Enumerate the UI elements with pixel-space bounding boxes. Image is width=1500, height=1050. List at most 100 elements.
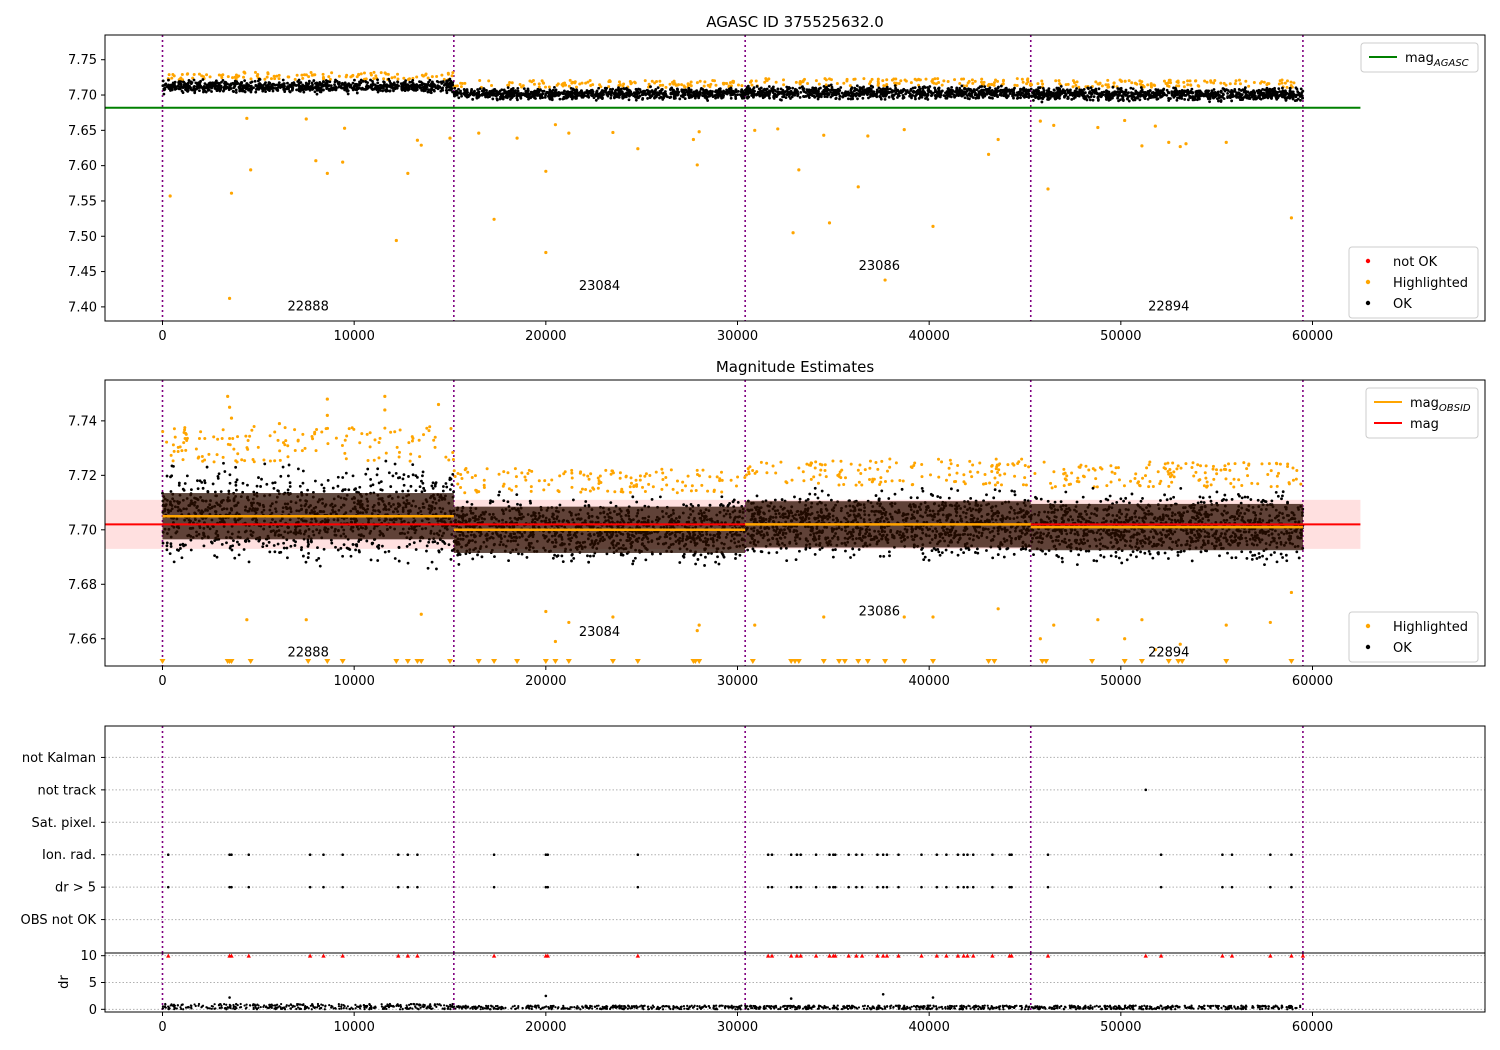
highlighted-point — [183, 426, 187, 430]
highlighted-point — [1163, 462, 1167, 466]
ok-point — [999, 88, 1003, 92]
ok-point — [213, 87, 217, 90]
ok-point — [209, 81, 212, 85]
ok-point — [802, 94, 805, 98]
highlighted-point — [372, 77, 376, 81]
ok-point — [452, 490, 455, 494]
highlighted-point — [1203, 471, 1207, 475]
highlighted-point — [1104, 83, 1108, 87]
ok-point — [1030, 95, 1034, 98]
ok-point — [565, 90, 569, 94]
highlighted-point — [816, 481, 820, 485]
ok-point — [425, 549, 428, 553]
highlighted-point — [1176, 79, 1180, 83]
highlighted-point — [872, 477, 876, 481]
highlighted-point — [599, 85, 603, 89]
ok-point — [288, 83, 292, 87]
ok-point — [223, 470, 227, 473]
highlighted-point — [818, 462, 822, 466]
highlighted-point — [579, 490, 583, 494]
highlighted-point — [343, 451, 347, 455]
highlighted-point — [304, 117, 308, 121]
ok-point — [1190, 91, 1194, 95]
highlighted-point — [586, 80, 590, 84]
ok-point — [445, 86, 448, 90]
ok-point — [477, 90, 481, 94]
ok-point — [364, 80, 368, 84]
highlighted-point — [870, 480, 874, 484]
highlighted-point — [277, 73, 281, 77]
ok-point — [1113, 90, 1117, 94]
ok-point — [433, 83, 436, 87]
ok-point — [601, 96, 604, 100]
ok-point — [1237, 88, 1241, 91]
ok-point — [234, 483, 238, 487]
highlighted-point — [1015, 84, 1019, 88]
ok-point — [928, 85, 932, 88]
highlighted-point — [1107, 85, 1111, 89]
magnitude-estimates-panel: Magnitude Estimates 22888230842308622894… — [68, 358, 1486, 689]
ok-point — [1299, 87, 1303, 91]
highlighted-point — [1237, 478, 1241, 482]
ok-point — [1012, 90, 1015, 94]
highlighted-point — [397, 455, 401, 459]
highlighted-point — [1076, 476, 1080, 480]
highlighted-point — [1286, 462, 1290, 466]
ok-point — [1023, 96, 1026, 99]
highlighted-point — [628, 79, 632, 83]
y-tick-label: 7.50 — [68, 230, 97, 245]
highlighted-point — [1179, 466, 1183, 470]
ok-point — [915, 93, 918, 97]
ok-point — [1179, 90, 1183, 94]
highlighted-point — [654, 470, 658, 474]
highlighted-point — [1266, 472, 1270, 476]
highlighted-point — [314, 449, 318, 453]
ok-point — [983, 94, 987, 98]
ok-point — [277, 81, 281, 85]
highlighted-point — [1291, 466, 1295, 470]
highlighted-point — [362, 71, 366, 75]
highlighted-point — [1172, 470, 1176, 474]
highlighted-point — [818, 473, 822, 477]
highlighted-point — [1211, 464, 1215, 468]
ok-point — [773, 92, 776, 96]
highlighted-point — [990, 464, 994, 468]
ok-point — [1243, 86, 1247, 90]
highlighted-point — [888, 457, 892, 461]
ok-point — [460, 92, 463, 96]
ok-point — [194, 81, 198, 85]
ok-point — [1132, 95, 1136, 99]
ok-point — [816, 97, 820, 101]
highlighted-point — [1186, 79, 1190, 83]
highlighted-point — [207, 452, 211, 456]
ok-point — [1045, 91, 1048, 95]
ok-point — [192, 78, 196, 82]
ok-point — [1004, 88, 1008, 92]
ok-point — [817, 92, 821, 96]
ok-point — [1182, 90, 1186, 94]
ok-point — [346, 92, 350, 96]
ok-point — [1040, 91, 1043, 94]
highlighted-point — [1267, 462, 1271, 466]
ok-point — [1157, 89, 1161, 93]
ok-point — [470, 91, 474, 95]
highlighted-point — [1166, 461, 1170, 465]
highlighted-point — [1169, 471, 1173, 475]
ok-point — [736, 93, 740, 97]
ok-point — [1165, 94, 1169, 97]
ok-point — [517, 92, 521, 96]
highlighted-point — [1176, 464, 1180, 468]
ok-point — [936, 94, 940, 98]
highlighted-point — [527, 468, 531, 472]
highlighted-point — [934, 82, 938, 86]
ok-point — [167, 78, 170, 82]
ok-point — [388, 89, 392, 93]
ok-point — [1105, 92, 1109, 96]
highlighted-point — [1184, 142, 1188, 146]
ok-point — [1022, 86, 1026, 90]
ok-point — [823, 95, 827, 99]
ok-point — [1184, 93, 1188, 97]
highlighted-point — [879, 476, 883, 480]
highlighted-point — [668, 82, 672, 86]
highlighted-point — [661, 83, 665, 87]
